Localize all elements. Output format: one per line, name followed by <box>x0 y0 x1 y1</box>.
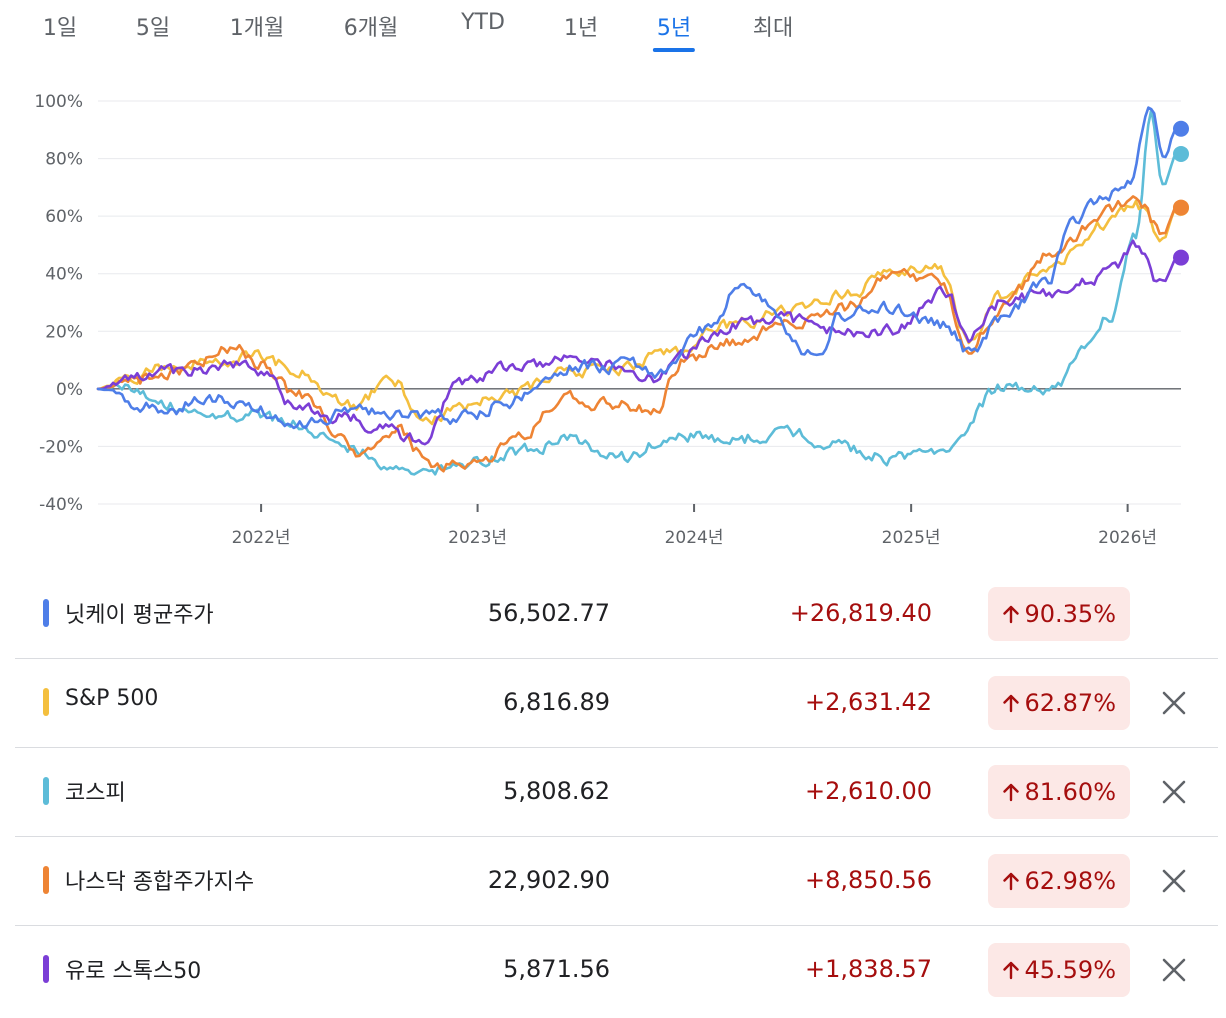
chart-series <box>96 106 1189 476</box>
index-price: 56,502.77 <box>487 599 610 627</box>
tab-5y[interactable]: 5년 <box>652 10 696 52</box>
series-endpoint-kospi <box>1173 145 1189 162</box>
percent-value: 45.59% <box>1024 956 1116 984</box>
tab-6m[interactable]: 6개월 <box>343 16 399 41</box>
y-tick-label: 20% <box>45 322 83 342</box>
y-tick-label: -40% <box>39 495 83 515</box>
table-row-kospi[interactable]: 코스피 5,808.62 +2,610.00 81.60% <box>15 748 1218 837</box>
series-endpoint-stoxx <box>1173 249 1189 266</box>
table-row-nasdaq[interactable]: 나스닥 종합주가지수 22,902.90 +8,850.56 62.98% <box>15 837 1218 926</box>
y-tick-label: 60% <box>45 207 83 227</box>
x-tick-label: 2022년 <box>232 528 291 548</box>
index-change: +2,610.00 <box>805 777 932 805</box>
y-tick-label: 0% <box>56 380 83 400</box>
index-price: 22,902.90 <box>487 866 610 894</box>
percent-badge: 62.98% <box>988 854 1130 908</box>
tab-max[interactable]: 최대 <box>752 16 794 41</box>
index-name: 나스닥 종합주가지수 <box>65 870 255 895</box>
index-price: 5,808.62 <box>503 777 610 805</box>
table-row-sp500[interactable]: S&P 500 6,816.89 +2,631.42 62.87% <box>15 659 1218 748</box>
index-change: +1,838.57 <box>805 955 932 983</box>
index-name: S&P 500 <box>65 686 159 711</box>
x-tick-label: 2023년 <box>448 528 507 548</box>
color-swatch-stoxx <box>43 955 49 983</box>
range-tabs: 1일 5일 1개월 6개월 YTD 1년 5년 최대 <box>0 0 1226 56</box>
close-icon[interactable] <box>1160 867 1188 895</box>
color-swatch-sp500 <box>43 688 49 716</box>
tab-1m[interactable]: 1개월 <box>229 16 285 41</box>
tab-1d[interactable]: 1일 <box>42 16 78 41</box>
tab-1y[interactable]: 1년 <box>563 16 599 41</box>
series-endpoint-nikkei <box>1173 120 1189 137</box>
percent-badge: 45.59% <box>988 943 1130 997</box>
arrow-up-icon <box>1002 782 1020 802</box>
arrow-up-icon <box>1002 693 1020 713</box>
y-tick-label: 100% <box>34 92 83 112</box>
percent-badge: 62.87% <box>988 676 1130 730</box>
x-tick-label: 2024년 <box>665 528 724 548</box>
table-row-nikkei[interactable]: 닛케이 평균주가 56,502.77 +26,819.40 90.35% <box>15 570 1218 659</box>
percent-value: 90.35% <box>1024 600 1116 628</box>
close-icon[interactable] <box>1160 778 1188 806</box>
index-price: 5,871.56 <box>503 955 610 983</box>
percent-value: 81.60% <box>1024 778 1116 806</box>
table-row-stoxx[interactable]: 유로 스톡스50 5,871.56 +1,838.57 45.59% <box>15 926 1218 1014</box>
percent-badge: 81.60% <box>988 765 1130 819</box>
series-line-nasdaq <box>96 195 1179 473</box>
series-line-sp500 <box>96 199 1179 426</box>
y-tick-label: 40% <box>45 265 83 285</box>
index-name: 닛케이 평균주가 <box>65 603 214 628</box>
comparison-table: 닛케이 평균주가 56,502.77 +26,819.40 90.35% S&P… <box>15 570 1218 1014</box>
x-axis: 2022년 2023년 2024년 2025년 2026년 <box>232 504 1157 548</box>
x-tick-label: 2026년 <box>1098 528 1157 548</box>
index-price: 6,816.89 <box>503 688 610 716</box>
index-change: +2,631.42 <box>805 688 932 716</box>
color-swatch-kospi <box>43 777 49 805</box>
percent-value: 62.98% <box>1024 867 1116 895</box>
series-line-nikkei <box>96 106 1179 430</box>
percent-value: 62.87% <box>1024 689 1116 717</box>
close-icon[interactable] <box>1160 689 1188 717</box>
arrow-up-icon <box>1002 871 1020 891</box>
comparison-line-chart[interactable]: -40%-20%0%20%40%60%80%100% 2022년 2023년 202… <box>0 70 1226 560</box>
index-name: 코스피 <box>65 781 126 806</box>
series-line-stoxx <box>96 239 1179 446</box>
tab-ytd[interactable]: YTD <box>461 10 505 35</box>
arrow-up-icon <box>1002 604 1020 624</box>
percent-badge: 90.35% <box>988 587 1130 641</box>
series-endpoint-nasdaq <box>1173 199 1189 216</box>
arrow-up-icon <box>1002 960 1020 980</box>
index-change: +8,850.56 <box>805 866 932 894</box>
color-swatch-nikkei <box>43 599 49 627</box>
close-icon[interactable] <box>1160 956 1188 984</box>
index-change: +26,819.40 <box>789 599 932 627</box>
y-tick-label: 80% <box>45 150 83 170</box>
index-name: 유로 스톡스50 <box>65 959 202 984</box>
color-swatch-nasdaq <box>43 866 49 894</box>
x-tick-label: 2025년 <box>882 528 941 548</box>
tab-5d[interactable]: 5일 <box>135 16 171 41</box>
y-tick-label: -20% <box>39 437 83 457</box>
